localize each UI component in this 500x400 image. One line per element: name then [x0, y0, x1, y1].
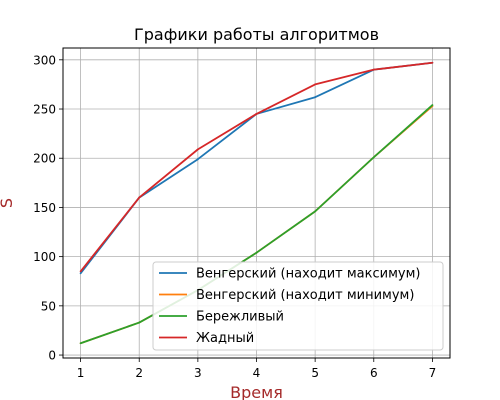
data-point [431, 61, 434, 64]
axis-ticks: 1 2 3 4 5 6 7 0 50 100 150 200 250 300 [33, 53, 436, 380]
y-tick-label: 200 [33, 152, 56, 166]
legend-label: Венгерский (находит минимум) [196, 288, 414, 303]
data-point [138, 321, 141, 324]
x-tick-label: 4 [253, 366, 261, 380]
legend-box [152, 261, 444, 351]
y-tick-label: 100 [33, 250, 56, 264]
y-tick-label: 0 [48, 349, 56, 363]
data-point [255, 251, 258, 254]
y-tick-label: 50 [41, 299, 56, 313]
x-tick-label: 7 [429, 366, 437, 380]
legend-label: Бережливый [196, 310, 284, 325]
y-tick-label: 150 [33, 201, 56, 215]
data-point [372, 68, 375, 71]
x-tick-label: 1 [77, 366, 85, 380]
data-point [138, 196, 141, 199]
series-lines [79, 61, 434, 345]
data-point [79, 342, 82, 345]
grid [63, 48, 450, 358]
chart-title: Графики работы алгоритмов [134, 25, 379, 44]
data-point [196, 148, 199, 151]
legend: Венгерский (находит максимум) Венгерский … [152, 261, 444, 351]
data-point [314, 96, 317, 99]
x-tick-label: 5 [311, 366, 319, 380]
data-point [314, 210, 317, 213]
x-tick-label: 6 [370, 366, 378, 380]
data-point [372, 156, 375, 159]
x-axis-label: Время [230, 383, 283, 400]
y-tick-label: 300 [33, 53, 56, 67]
y-axis-label: S [0, 198, 16, 208]
data-point [196, 158, 199, 161]
data-point [431, 104, 434, 106]
data-point [255, 113, 258, 115]
data-point [79, 272, 82, 275]
data-point [314, 83, 317, 86]
y-tick-label: 250 [33, 103, 56, 117]
x-tick-label: 3 [194, 366, 202, 380]
legend-label: Венгерский (находит максимум) [196, 267, 420, 282]
legend-label: Жадный [196, 331, 254, 346]
data-point [79, 270, 82, 273]
x-tick-label: 2 [135, 366, 143, 380]
